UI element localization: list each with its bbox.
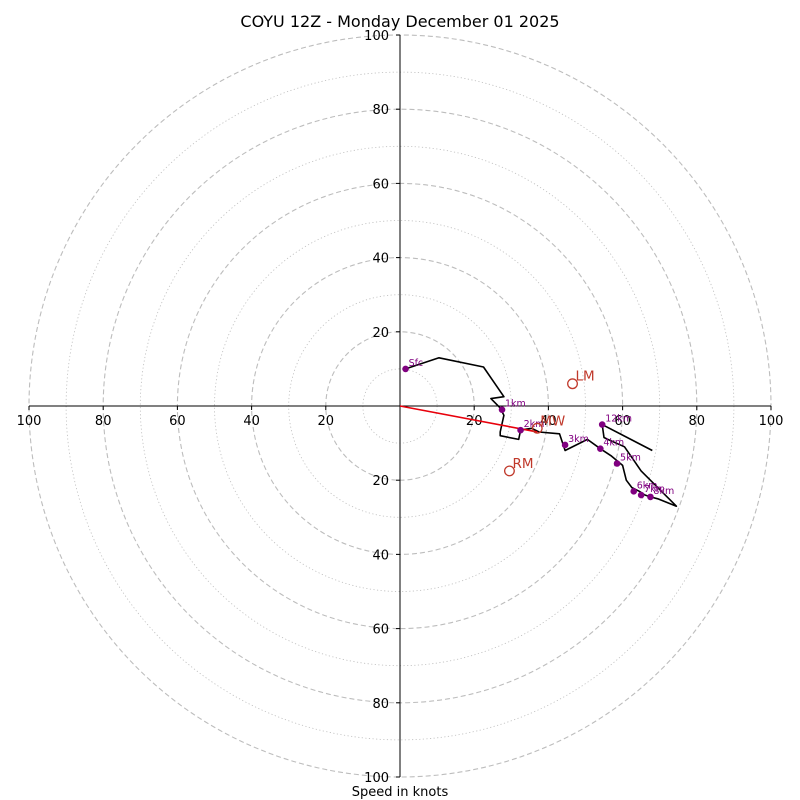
height-label-5km: 5km (620, 453, 641, 464)
x-tick-label: 20 (318, 414, 335, 429)
x-tick-label: 60 (169, 414, 186, 429)
chart-title: COYU 12Z - Monday December 01 2025 (240, 12, 559, 31)
mean-wind-vector (399, 405, 538, 433)
x-tick-label: 40 (243, 414, 260, 429)
height-label-3km: 3km (568, 434, 589, 445)
x-tick-label: 20 (466, 414, 483, 429)
x-axis-label: Speed in knots (352, 785, 449, 800)
height-point-12km (598, 421, 606, 428)
storm-motion-markers: LM MW RM (503, 369, 595, 477)
height-label-7km: 7km (644, 484, 665, 495)
height-point-8km (647, 493, 654, 501)
height-point-Sfc (402, 365, 409, 373)
storm-motion-lm (567, 378, 578, 390)
x-tick-label: 100 (17, 414, 42, 429)
y-tick-label: 40 (372, 548, 389, 563)
height-point-4km (597, 445, 604, 452)
y-tick-label: 100 (364, 29, 389, 44)
height-label-4km: 4km (603, 438, 624, 449)
y-tick-label: 60 (372, 177, 389, 192)
y-tick-label: 20 (372, 326, 389, 341)
x-tick-label: 100 (759, 414, 784, 429)
height-label-6km: 6km (637, 480, 658, 491)
y-tick-label: 80 (372, 697, 389, 712)
height-label-1km: 1km (505, 399, 526, 410)
height-point-3km (561, 441, 569, 449)
height-label-12km: 12km (605, 414, 632, 425)
height-point-5km (613, 460, 621, 467)
height-point-1km (498, 406, 506, 414)
x-tick-label: 80 (95, 414, 112, 429)
tick-labels: 100 80 60 40 20 20 40 60 80 100 100 80 60 40 20 20 40 60 8… (17, 29, 784, 786)
x-tick-label: 40 (540, 414, 557, 429)
height-point-6km (630, 488, 638, 495)
y-tick-label: 80 (372, 103, 389, 118)
storm-motion-rm (503, 465, 515, 477)
storm-motion-label-rm: RM (512, 456, 533, 472)
storm-motion-mw (531, 422, 543, 434)
y-tick-label: 60 (372, 623, 389, 638)
y-tick-label: 20 (372, 474, 389, 489)
mean-wind-line (399, 405, 538, 433)
y-tick-label: 100 (364, 771, 389, 786)
x-tick-label: 60 (614, 414, 631, 429)
height-point-7km (637, 491, 645, 499)
x-tick-label: 80 (689, 414, 706, 429)
storm-motion-label-mw: MW (540, 413, 565, 429)
y-tick-label: 40 (372, 252, 389, 267)
height-label-8km: 8km (653, 486, 674, 497)
height-point-2km (517, 426, 524, 434)
storm-motion-label-lm: LM (576, 369, 595, 385)
height-label-Sfc: Sfc (409, 358, 424, 369)
